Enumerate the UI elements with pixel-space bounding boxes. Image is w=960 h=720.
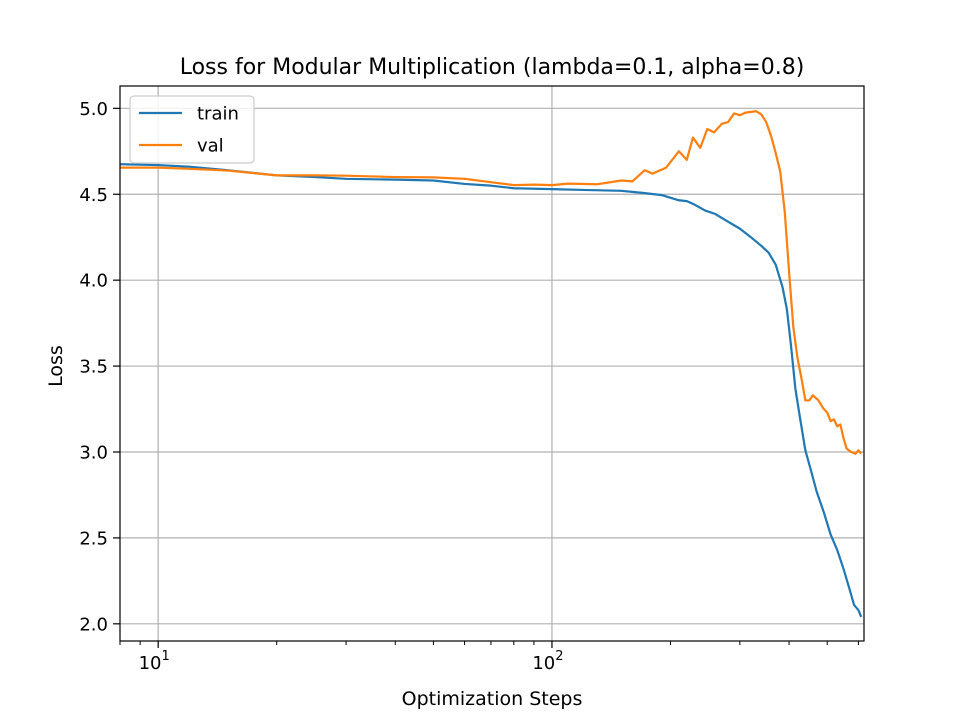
- legend-label-train: train: [197, 104, 239, 125]
- y-tick-label: 4.5: [79, 185, 108, 206]
- chart-title: Loss for Modular Multiplication (lambda=…: [180, 55, 805, 80]
- y-axis-label: Loss: [45, 345, 67, 387]
- x-tick-label: 101: [139, 649, 170, 674]
- x-tick-exponent: 2: [555, 649, 563, 664]
- y-tick-label: 4.0: [79, 271, 108, 292]
- legend: train val: [129, 95, 255, 164]
- y-tick-label: 2.5: [79, 528, 108, 549]
- y-tick-label: 3.0: [79, 442, 108, 463]
- y-tick-label: 3.5: [79, 357, 108, 378]
- x-axis-label: Optimization Steps: [402, 688, 583, 710]
- x-tick-exponent: 1: [161, 649, 169, 664]
- y-tick-label: 2.0: [79, 614, 108, 635]
- series-line-train: [120, 163, 863, 618]
- legend-label-val: val: [197, 136, 224, 157]
- plot-frame: [119, 85, 865, 642]
- series-line-val: [120, 110, 863, 455]
- y-tick-label: 5.0: [79, 99, 108, 120]
